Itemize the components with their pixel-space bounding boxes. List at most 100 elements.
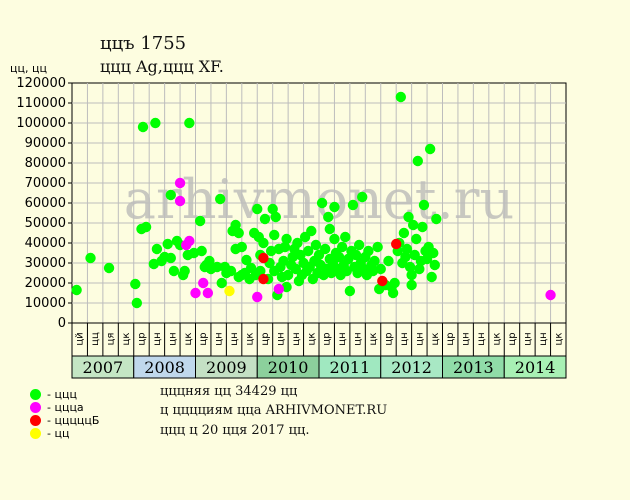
- data-point: [273, 283, 285, 295]
- y-tick-label: 30000: [25, 256, 66, 271]
- data-point: [406, 279, 417, 291]
- x-tick-label: цк: [306, 333, 317, 346]
- data-point: [424, 143, 436, 155]
- data-point: [252, 203, 263, 215]
- data-point: [278, 255, 289, 267]
- x-tick-label: цк: [492, 333, 503, 346]
- data-point: [179, 265, 190, 277]
- data-point: [165, 189, 176, 201]
- data-point: [316, 197, 328, 209]
- data-point: [417, 221, 428, 233]
- data-point: [383, 255, 394, 267]
- x-tick-label: цр: [198, 332, 209, 345]
- data-point: [151, 243, 163, 255]
- data-point: [377, 275, 388, 287]
- data-point: [150, 117, 161, 129]
- data-point: [369, 255, 380, 267]
- data-point: [258, 237, 269, 249]
- data-point: [131, 297, 143, 309]
- data-point: [310, 239, 322, 251]
- data-point: [216, 277, 227, 289]
- data-point: [403, 211, 414, 223]
- data-point: [211, 261, 223, 273]
- x-tick-label: цц: [90, 332, 101, 346]
- data-point: [233, 227, 244, 239]
- x-tick-label: цн: [152, 332, 163, 345]
- x-tick-label: цр: [445, 332, 456, 345]
- chart-subtitle: ццц Ag,ццц XF.: [100, 57, 224, 76]
- data-point: [202, 287, 214, 299]
- x-tick-label: цр: [507, 332, 518, 345]
- data-point: [252, 291, 263, 303]
- data-point: [196, 245, 207, 257]
- x-tick-label: цн: [291, 332, 302, 345]
- x-tick-label: цн: [399, 332, 410, 345]
- x-tick-label: цк: [368, 333, 379, 346]
- x-tick-label: цк: [183, 333, 194, 346]
- data-point: [336, 241, 348, 253]
- x-tick-label: цн: [414, 332, 425, 345]
- data-point: [400, 251, 411, 263]
- data-point: [267, 203, 278, 215]
- y-tick-label: 60000: [25, 196, 66, 211]
- data-point: [375, 263, 386, 275]
- x-tick-label: цк: [121, 333, 132, 346]
- legend-item-auction: - ццца: [30, 401, 84, 414]
- data-point: [162, 238, 173, 250]
- data-point: [324, 223, 336, 235]
- data-point: [137, 121, 149, 133]
- data-point: [363, 245, 374, 257]
- data-point: [306, 225, 317, 237]
- data-point: [236, 241, 248, 253]
- x-tick-label: цн: [476, 332, 487, 345]
- data-point: [255, 265, 266, 277]
- legend-label: - цц: [47, 427, 70, 440]
- data-point: [279, 241, 291, 253]
- data-point: [281, 233, 292, 245]
- data-point: [390, 238, 402, 250]
- y-tick-label: 40000: [25, 236, 66, 251]
- y-tick-label: 120000: [16, 76, 66, 91]
- data-point: [411, 233, 422, 245]
- data-point: [302, 245, 314, 257]
- x-tick-label: цк: [430, 333, 441, 346]
- y-tick-label: 110000: [16, 96, 66, 111]
- x-tick-label: цн: [229, 332, 240, 345]
- x-tick-label: цр: [322, 332, 333, 345]
- data-point: [340, 231, 351, 243]
- data-point: [389, 277, 400, 289]
- data-point: [103, 262, 115, 274]
- x-tick-label: цн: [214, 332, 225, 345]
- chart-title: ццъ 1755: [100, 33, 187, 54]
- data-point: [198, 277, 209, 289]
- data-point: [174, 195, 186, 207]
- data-point: [194, 215, 206, 227]
- data-point: [341, 265, 352, 277]
- average-price-note: цццняя цц 34429 цц: [160, 384, 298, 399]
- x-tick-label: цн: [337, 332, 348, 345]
- data-point: [545, 289, 556, 301]
- date-note: ццц ц 20 цця 2017 цц.: [160, 423, 310, 438]
- year-label: 2012: [391, 358, 432, 377]
- legend-marker: [30, 389, 41, 400]
- year-label: 2009: [206, 358, 247, 377]
- x-tick-label: цр: [260, 332, 271, 345]
- x-tick-label: цн: [522, 332, 533, 345]
- data-point: [407, 219, 419, 231]
- data-point: [190, 287, 201, 299]
- legend-item-sold: - ццц: [30, 388, 77, 401]
- data-point: [395, 91, 407, 103]
- y-tick-label: 100000: [16, 116, 66, 131]
- data-point: [174, 177, 186, 189]
- legend-label: - ццц: [47, 388, 77, 401]
- x-tick-label: цр: [383, 332, 394, 345]
- data-point: [241, 254, 252, 266]
- legend-label: - цццццБ: [47, 414, 100, 427]
- data-point: [292, 237, 303, 249]
- legend-marker: [30, 402, 41, 413]
- x-tick-label: ця: [106, 333, 117, 346]
- data-point: [401, 243, 413, 255]
- data-point: [412, 155, 423, 167]
- year-label: 2013: [453, 358, 494, 377]
